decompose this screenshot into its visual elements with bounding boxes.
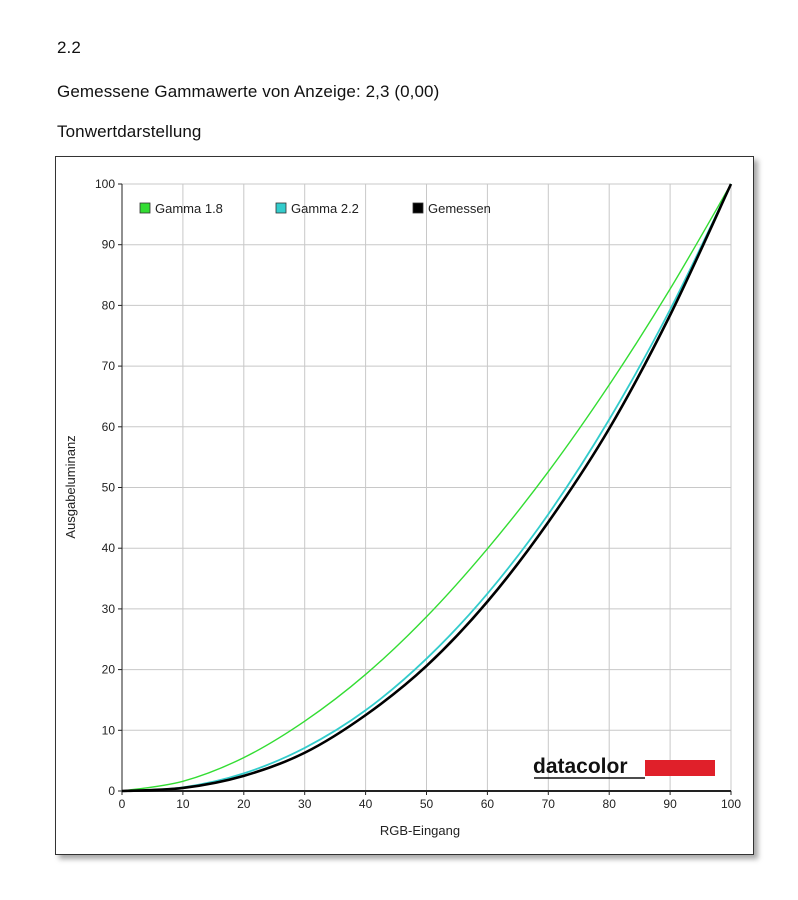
series-line (121, 183, 732, 792)
series-line (121, 183, 732, 792)
x-tick-label: 50 (420, 797, 434, 811)
series-line (121, 183, 733, 793)
y-tick-label: 90 (102, 238, 116, 252)
datacolor-logo: datacolor (533, 755, 715, 779)
series-lines (121, 183, 733, 793)
section-title: Tonwertdarstellung (57, 122, 202, 141)
x-tick-label: 30 (298, 797, 312, 811)
legend-label: Gemessen (428, 201, 491, 216)
legend-swatch (275, 202, 287, 214)
x-tick-label: 40 (359, 797, 373, 811)
x-tick-label: 10 (176, 797, 190, 811)
legend-label: Gamma 1.8 (155, 201, 223, 216)
x-tick-label: 70 (542, 797, 556, 811)
y-axis-label: Ausgabeluminanz (63, 435, 78, 538)
legend: Gamma 1.8 Gamma 2.2 Gemessen (139, 201, 491, 216)
tone-response-chart: 0 10 20 30 40 50 60 70 80 90 100 0 10 20 30 40 50 60 70 80 9… (63, 177, 741, 838)
axes: 0 10 20 30 40 50 60 70 80 90 100 0 10 20 30 40 50 60 70 80 9… (95, 177, 741, 811)
legend-label: Gamma 2.2 (291, 201, 359, 216)
x-axis-label: RGB-Eingang (380, 823, 460, 838)
legend-swatch (412, 202, 424, 214)
y-tick-label: 10 (102, 723, 116, 737)
y-tick-label: 70 (102, 359, 116, 373)
y-tick-label: 20 (102, 663, 116, 677)
version-label: 2.2 (57, 38, 81, 57)
x-tick-label: 60 (481, 797, 495, 811)
y-tick-label: 60 (102, 420, 116, 434)
grid (122, 183, 732, 791)
logo-bar (645, 760, 715, 776)
gamma-summary: Gemessene Gammawerte von Anzeige: 2,3 (0… (57, 82, 440, 101)
y-tick-label: 50 (102, 481, 116, 495)
y-tick-label: 0 (108, 784, 115, 798)
y-tick-label: 100 (95, 177, 115, 191)
x-tick-label: 100 (721, 797, 741, 811)
legend-swatch (139, 202, 151, 214)
x-tick-label: 80 (603, 797, 617, 811)
y-tick-label: 30 (102, 602, 116, 616)
chart-frame: 0 10 20 30 40 50 60 70 80 90 100 0 10 20 30 40 50 60 70 80 9… (55, 156, 754, 855)
x-tick-label: 0 (119, 797, 126, 811)
logo-text: datacolor (533, 755, 628, 778)
y-tick-label: 80 (102, 298, 116, 312)
x-tick-label: 20 (237, 797, 251, 811)
y-tick-label: 40 (102, 541, 116, 555)
x-tick-label: 90 (663, 797, 677, 811)
